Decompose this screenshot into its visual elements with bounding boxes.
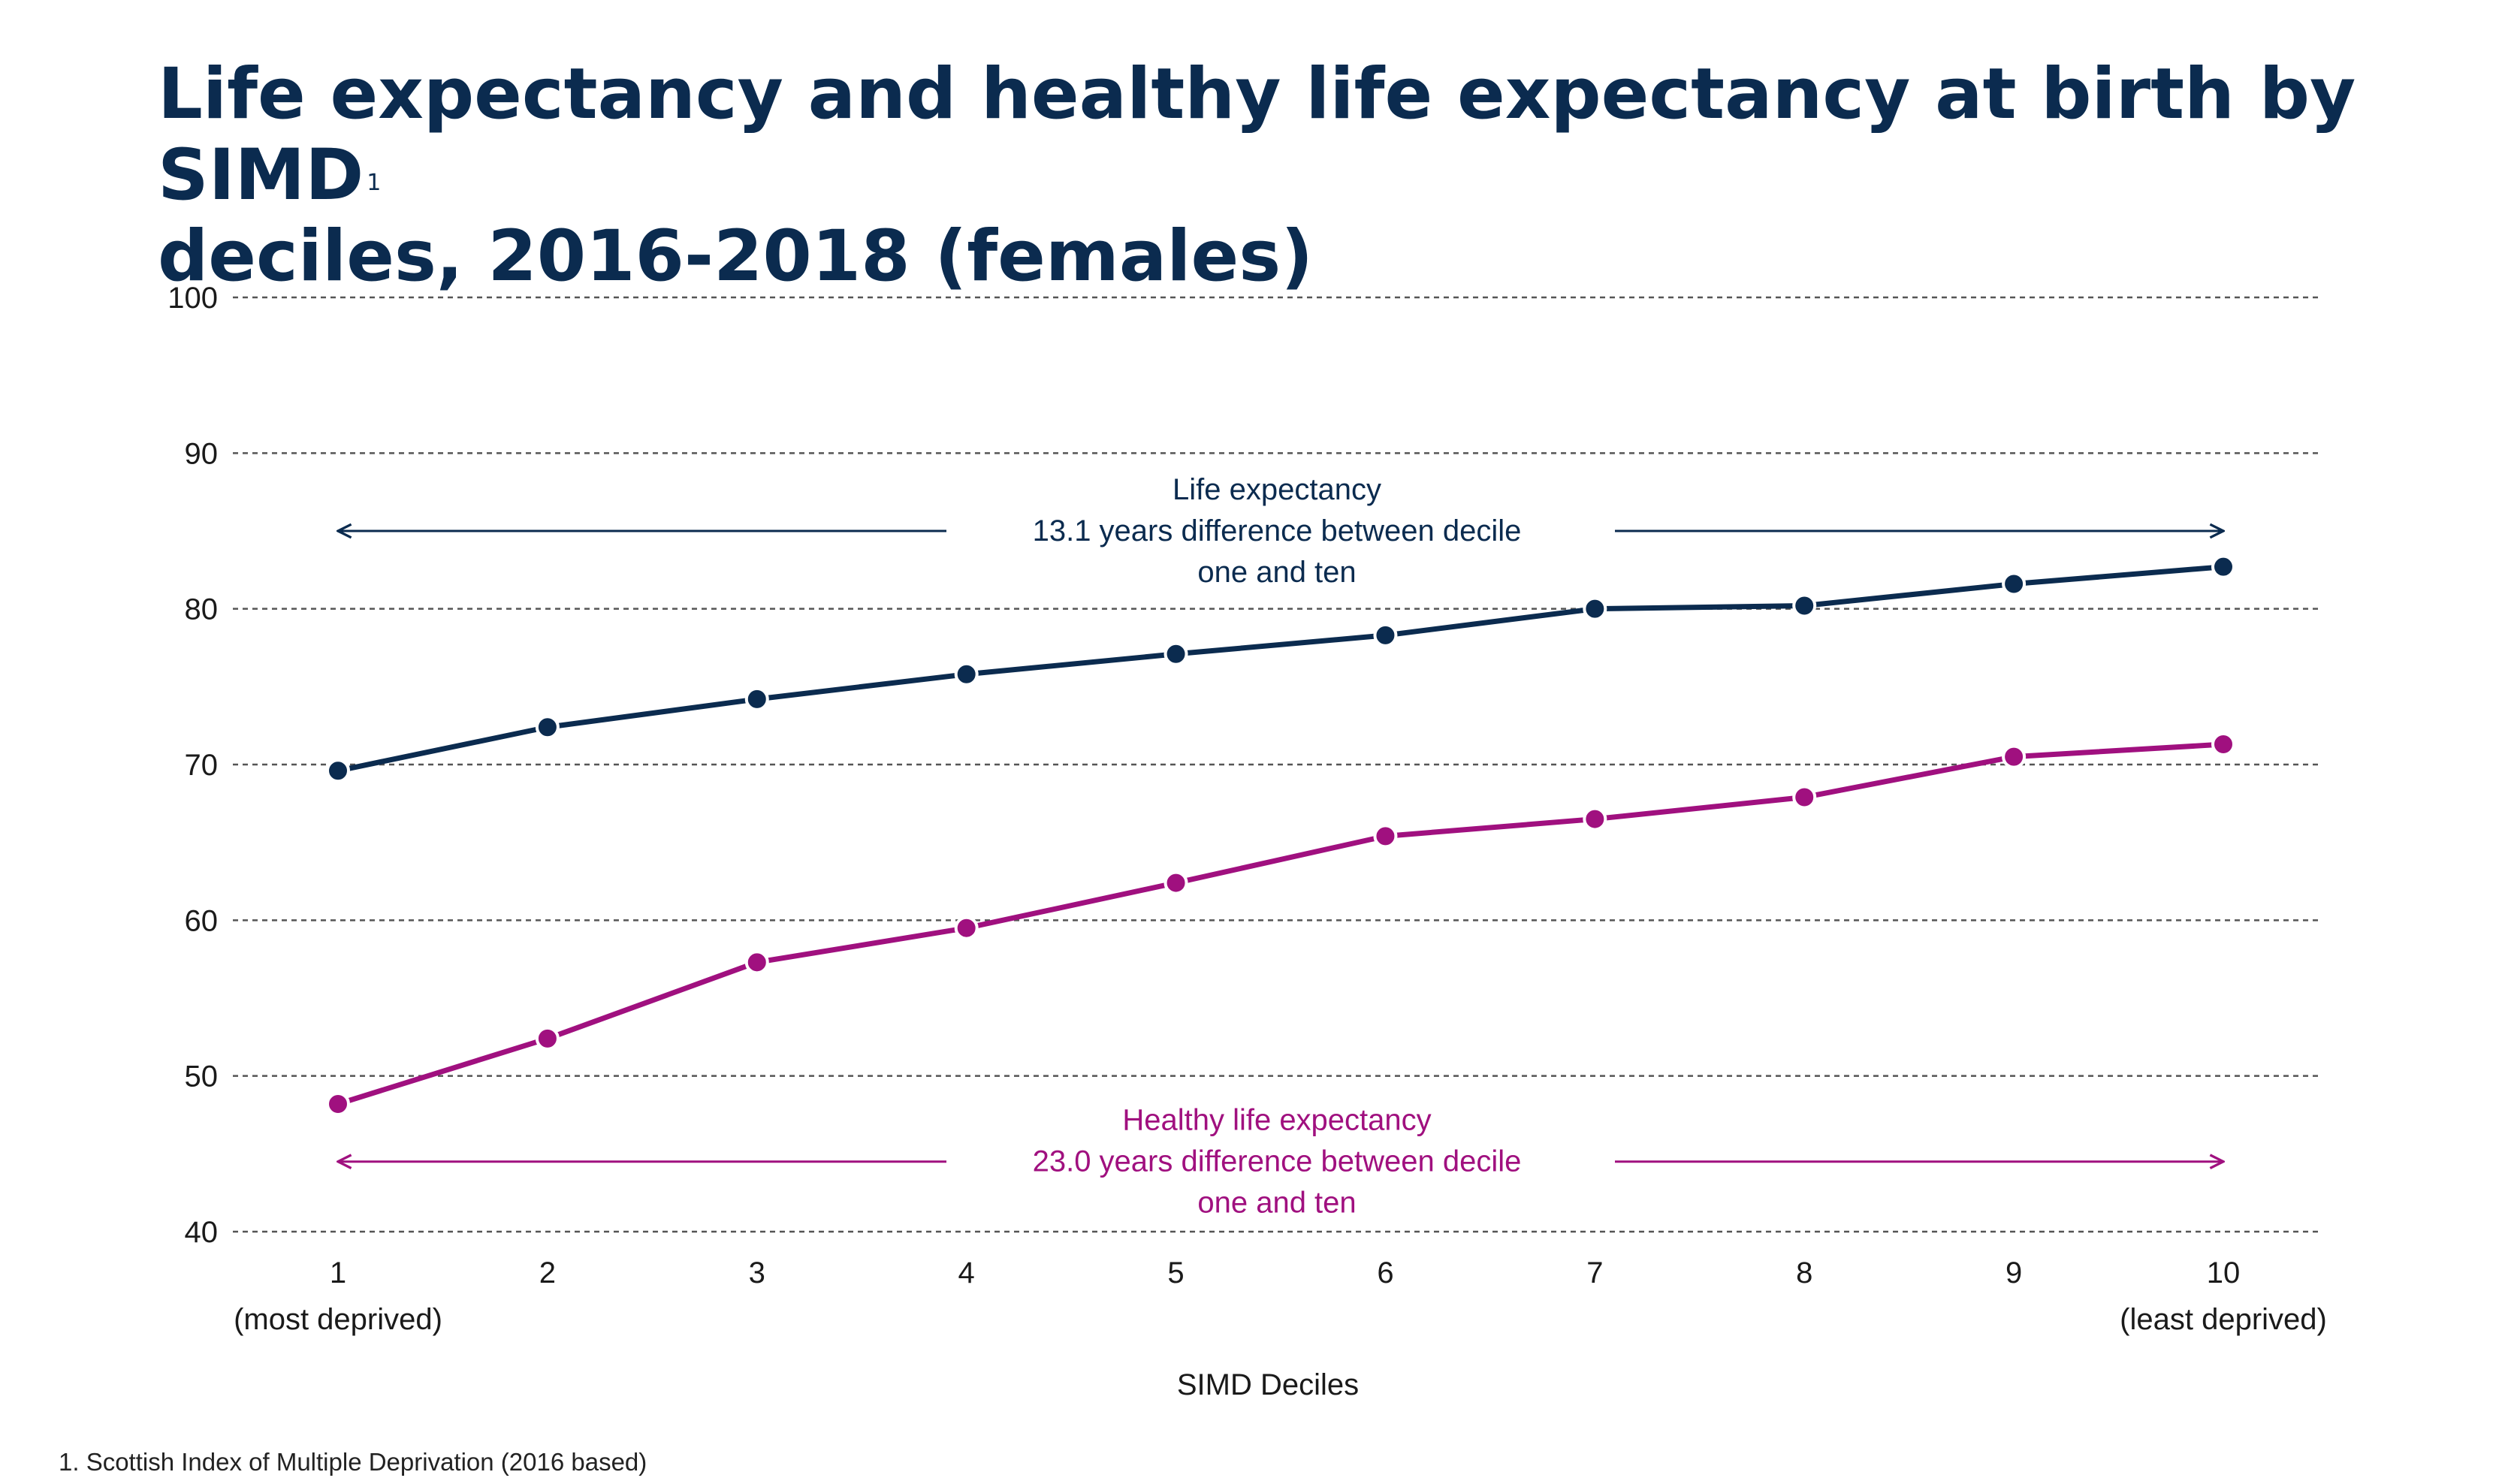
series [326, 554, 2235, 1116]
y-tick-label-90: 90 [185, 437, 219, 470]
annotation-life-line-2: 13.1 years difference between decile [1033, 514, 1522, 547]
point-life-expectancy-decile-7 [1583, 596, 1607, 621]
annotation-healthy-line-1: Healthy life expectancy [1122, 1104, 1431, 1137]
x-tick-sublabel-1: (most deprived) [234, 1303, 442, 1336]
x-tick-label-5: 5 [1167, 1256, 1184, 1289]
x-axis-tick-labels: 1 (most deprived) 2 3 4 5 6 7 8 9 10 (least deprive… [234, 1256, 2327, 1336]
x-tick-label-7: 7 [1586, 1256, 1603, 1289]
chart-title: Life expectancy and healthy life expecta… [158, 54, 2374, 297]
point-life-expectancy-decile-5 [1163, 641, 1188, 666]
title-footnote-marker: 1 [367, 170, 382, 196]
point-life-expectancy-decile-2 [535, 715, 560, 740]
annotation-healthy-line-3: one and ten [1197, 1187, 1356, 1220]
x-tick-label-2: 2 [539, 1256, 556, 1289]
annotation-life-line-1: Life expectancy [1173, 473, 1381, 506]
x-tick-label-8: 8 [1796, 1256, 1812, 1289]
point-life-expectancy-decile-4 [954, 662, 979, 686]
series-line-healthy-life-expectancy [337, 741, 2224, 1107]
y-tick-label-60: 60 [185, 904, 219, 937]
point-life-expectancy-decile-3 [744, 686, 769, 711]
point-healthy-life-expectancy-decile-5 [1163, 870, 1188, 895]
chart-title-line2: deciles, 2016-2018 (females) [158, 216, 1314, 297]
annotation-healthy-line-2: 23.0 years difference between decile [1033, 1145, 1522, 1178]
x-tick-label-10: 10 [2207, 1256, 2241, 1289]
point-healthy-life-expectancy-decile-7 [1583, 807, 1607, 831]
point-life-expectancy-decile-8 [1792, 593, 1817, 618]
series-line-life-expectancy [337, 564, 2224, 774]
footnote: 1. Scottish Index of Multiple Deprivatio… [59, 1448, 647, 1476]
point-healthy-life-expectancy-decile-2 [535, 1026, 560, 1051]
point-healthy-life-expectancy-decile-6 [1373, 824, 1398, 849]
point-life-expectancy-decile-10 [2211, 554, 2235, 579]
y-tick-label-70: 70 [185, 749, 219, 782]
point-life-expectancy-decile-6 [1373, 623, 1398, 647]
x-tick-label-6: 6 [1377, 1256, 1393, 1289]
y-tick-label-40: 40 [185, 1216, 219, 1249]
annotations: Life expectancy 13.1 years difference bet… [338, 473, 2223, 1220]
x-tick-label-1: 1 [330, 1256, 346, 1289]
point-healthy-life-expectancy-decile-8 [1792, 785, 1817, 810]
x-tick-sublabel-10: (least deprived) [2120, 1303, 2327, 1336]
y-axis-tick-labels: 40 50 60 70 80 90 100 [168, 282, 218, 1249]
point-healthy-life-expectancy-decile-9 [2002, 744, 2027, 769]
x-tick-label-9: 9 [2006, 1256, 2022, 1289]
x-tick-label-3: 3 [749, 1256, 765, 1289]
point-life-expectancy-decile-9 [2002, 572, 2027, 596]
y-tick-label-80: 80 [185, 593, 219, 626]
point-healthy-life-expectancy-decile-4 [954, 915, 979, 940]
x-axis-label: SIMD Deciles [1177, 1368, 1359, 1401]
chart-title-line1: Life expectancy and healthy life expecta… [158, 53, 2356, 216]
annotation-life-line-3: one and ten [1197, 556, 1356, 589]
point-healthy-life-expectancy-decile-1 [326, 1091, 350, 1116]
point-life-expectancy-decile-1 [326, 759, 350, 783]
point-healthy-life-expectancy-decile-10 [2211, 732, 2235, 757]
y-tick-label-50: 50 [185, 1060, 219, 1093]
point-healthy-life-expectancy-decile-3 [744, 950, 769, 975]
y-tick-label-100: 100 [168, 282, 218, 315]
x-tick-label-4: 4 [958, 1256, 975, 1289]
